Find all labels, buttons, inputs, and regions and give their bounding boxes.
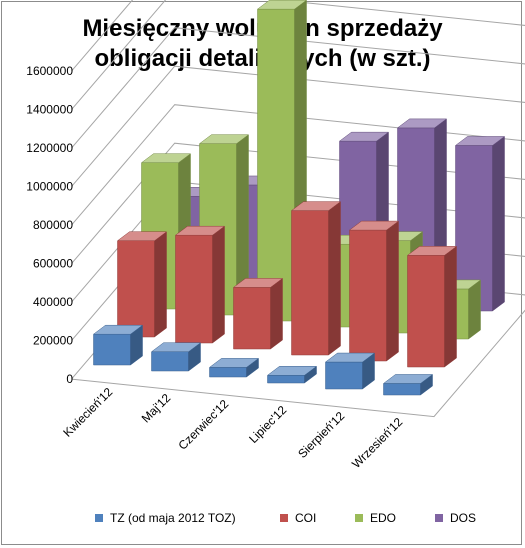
bar-top	[324, 352, 376, 363]
y-tick-label: 1400000	[26, 103, 73, 117]
category-label: Lipiec'12	[246, 403, 289, 446]
y-tick-label: 0	[66, 372, 73, 386]
y-tick-label: 400000	[33, 295, 73, 309]
bar-top	[256, 0, 308, 10]
bar	[406, 245, 458, 368]
bar-front	[325, 361, 363, 390]
bar	[92, 324, 144, 366]
bar-front	[257, 8, 295, 322]
gridline	[71, 0, 134, 72]
bar	[382, 373, 434, 396]
legend-swatch	[435, 514, 443, 522]
y-tick-label: 1000000	[26, 180, 73, 194]
legend-label: COI	[295, 511, 317, 525]
category-label: Czerwiec'12	[175, 397, 231, 453]
bar-top	[396, 118, 448, 129]
category-label: Wrzesień'12	[349, 415, 405, 471]
legend-label: EDO	[370, 511, 397, 525]
floor-edge	[71, 309, 525, 418]
y-tick-label: 1600000	[26, 64, 73, 78]
y-tick-label: 600000	[33, 257, 73, 271]
legend-item: EDO	[355, 511, 396, 525]
legend-swatch	[355, 514, 363, 522]
chart-legend: TZ (od maja 2012 TOZ) COI EDO DOS	[0, 507, 525, 531]
bar-side	[328, 201, 341, 356]
bar-side	[212, 225, 225, 344]
bar-front	[117, 240, 155, 338]
bar-front	[233, 287, 271, 350]
bar-top	[92, 324, 144, 335]
bar-front	[407, 255, 445, 368]
legend-swatch	[280, 514, 288, 522]
bar-top	[116, 231, 168, 241]
bar-front	[383, 383, 421, 396]
bar-top	[140, 153, 192, 163]
bar-top	[290, 201, 342, 211]
bar-top	[174, 225, 226, 236]
bar	[208, 357, 260, 378]
category-label: Sierpień'12	[295, 409, 347, 461]
bar-top	[150, 342, 202, 352]
bar	[174, 225, 226, 344]
bar-top	[338, 131, 390, 142]
bar-top	[382, 374, 434, 384]
bar	[290, 201, 342, 356]
bar-side	[444, 245, 457, 368]
bar	[348, 220, 400, 362]
bar-top	[198, 134, 250, 144]
bar-front	[175, 234, 213, 344]
gridline	[71, 65, 525, 187]
bar-side	[468, 279, 481, 340]
bar-side	[492, 135, 505, 312]
bar-side	[270, 277, 283, 350]
legend-item: TZ (od maja 2012 TOZ)	[95, 511, 236, 525]
bar	[454, 135, 506, 312]
bar	[150, 342, 202, 372]
category-label: Kwiecień'12	[60, 385, 115, 440]
bar-top	[454, 136, 506, 146]
bar	[232, 277, 284, 350]
bar-top	[208, 358, 260, 368]
bar-front	[93, 333, 131, 366]
y-tick-label: 800000	[33, 218, 73, 232]
bar-front	[291, 210, 329, 356]
legend-item: DOS	[435, 511, 476, 525]
bar-front	[349, 229, 387, 362]
gridline	[71, 27, 525, 149]
legend-swatch	[95, 514, 103, 522]
bar	[116, 231, 168, 338]
bar-top	[266, 366, 318, 376]
bar-front	[267, 375, 305, 384]
gridline	[71, 0, 525, 110]
y-tick-label: 1200000	[26, 141, 73, 155]
bar-side	[386, 220, 399, 362]
y-tick-label: 200000	[33, 334, 73, 348]
legend-label: DOS	[450, 511, 477, 525]
bar-side	[154, 231, 167, 338]
category-label: Maj'12	[139, 391, 174, 426]
legend-item: COI	[280, 511, 316, 525]
bar-front	[209, 367, 247, 378]
bar-top	[348, 220, 400, 231]
bar-front	[151, 351, 189, 372]
legend-label: TZ (od maja 2012 TOZ)	[110, 511, 236, 525]
bar-top	[232, 278, 284, 288]
bar	[324, 352, 376, 390]
bar-top	[406, 246, 458, 256]
bar	[266, 365, 318, 384]
